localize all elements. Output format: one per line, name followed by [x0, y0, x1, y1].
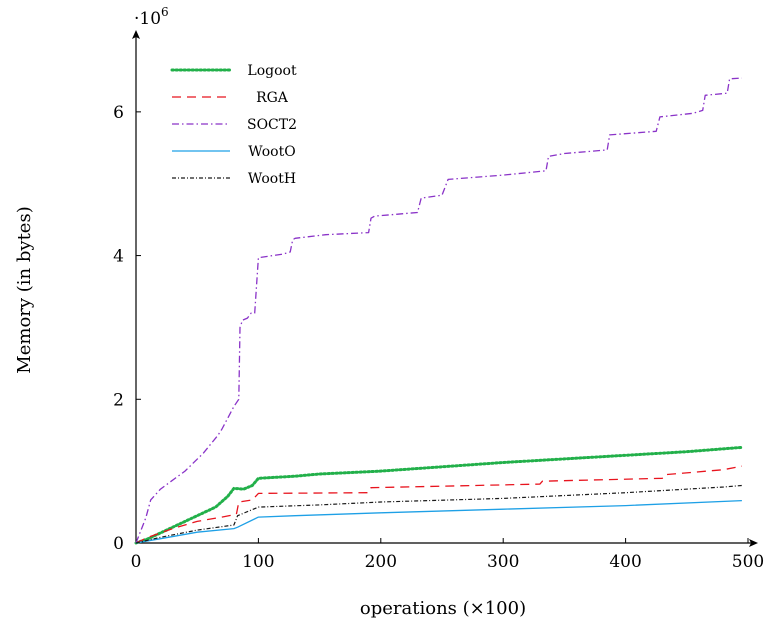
legend-item-wooth: WootH — [172, 171, 296, 187]
series-line-logoot — [134, 445, 744, 545]
x-axis-arrow — [749, 539, 758, 547]
chart-ticks: 0 100 200 300 400 500 0 2 4 6 — [113, 103, 764, 572]
series-line-wooth — [135, 484, 742, 544]
chart-legend: Logoot RGA SOCT2 WootO WootH — [170, 63, 297, 187]
chart-axes — [132, 30, 758, 547]
legend-item-wooto: WootO — [172, 144, 296, 160]
y-tick-label: 4 — [113, 247, 124, 267]
chart-series — [134, 77, 744, 545]
legend-item-rga: RGA — [172, 90, 289, 106]
x-tick-label: 300 — [487, 552, 519, 572]
series-line-rga — [135, 465, 743, 544]
legend-label: SOCT2 — [247, 117, 297, 133]
y-tick-label: 6 — [113, 103, 124, 123]
x-tick-label: 0 — [131, 552, 142, 572]
legend-label: WootO — [248, 144, 295, 160]
legend-label: RGA — [256, 90, 289, 106]
series-line-soct2 — [135, 77, 742, 544]
legend-item-logoot: Logoot — [170, 63, 297, 79]
legend-label: WootH — [248, 171, 296, 187]
y-axis-arrow — [132, 30, 140, 39]
x-tick-label: 200 — [365, 552, 397, 572]
legend-label: Logoot — [247, 63, 297, 79]
x-axis-title: operations (×100) — [360, 598, 526, 619]
y-multiplier-label: ·106 — [134, 5, 169, 29]
x-tick-label: 500 — [732, 552, 764, 572]
series-line-wooto — [135, 499, 742, 544]
y-tick-label: 0 — [113, 534, 124, 554]
legend-item-soct2: SOCT2 — [172, 117, 297, 133]
x-tick-label: 100 — [242, 552, 274, 572]
x-tick-label: 400 — [609, 552, 641, 572]
y-axis-title: Memory (in bytes) — [14, 206, 35, 373]
y-tick-label: 2 — [113, 390, 124, 410]
